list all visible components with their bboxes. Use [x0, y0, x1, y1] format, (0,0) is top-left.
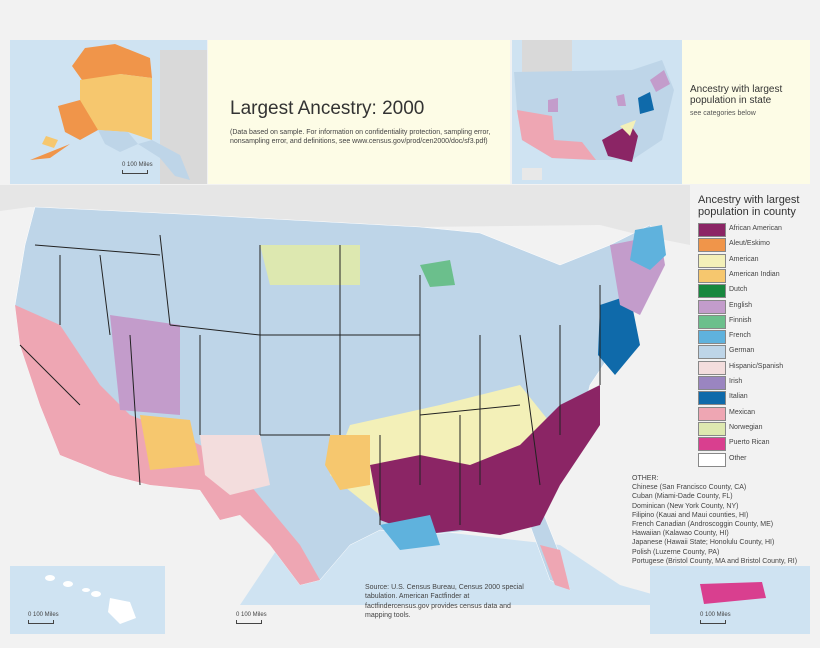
legend-label: Norwegian	[729, 423, 763, 431]
state-level-map	[512, 40, 682, 184]
alaska-german-panhandle	[138, 140, 190, 180]
legend-label: German	[729, 347, 755, 355]
legend-item: Irish	[698, 376, 813, 390]
legend-label: American	[729, 255, 759, 263]
legend-swatch	[698, 330, 726, 345]
legend-title: Ancestry with largest population in coun…	[698, 194, 800, 218]
alaska-scale: 0 100 Miles	[122, 162, 153, 174]
legend-swatch	[698, 376, 726, 390]
legend-swatch	[698, 421, 726, 436]
legend-label: Italian	[729, 393, 748, 401]
state-borders	[19, 234, 601, 525]
state-inset-title: Ancestry with largest population in stat…	[690, 84, 783, 106]
legend-swatch	[698, 299, 726, 314]
other-line: Dominican (New York County, NY)	[632, 502, 739, 510]
alaska-aleut-southwest	[58, 100, 98, 140]
canada-landmass	[0, 185, 690, 245]
state-inset-panel: Ancestry with largest population in stat…	[512, 40, 810, 184]
legend-swatch	[698, 452, 726, 467]
italian-northeast	[598, 295, 640, 375]
other-line: Japanese (Hawaii State; Honolulu County,…	[632, 539, 775, 547]
legend-label: Hispanic/Spanish	[729, 362, 784, 370]
legend-item: Other	[698, 452, 813, 467]
legend-swatch	[698, 406, 726, 421]
puerto-rico-map	[700, 582, 766, 604]
puerto-rico-scale: 0 100 Miles	[700, 612, 731, 624]
legend-label: Irish	[729, 378, 743, 385]
hispanic-newmexico	[200, 435, 270, 495]
legend-label: African American	[729, 225, 782, 232]
french-louisiana	[380, 515, 440, 550]
other-line: Cuban (Miami-Dade County, FL)	[632, 493, 733, 501]
legend-label: French	[729, 332, 751, 340]
county-ancestry-map	[0, 185, 690, 605]
legend-item: English	[698, 299, 813, 314]
american-indian-southwest	[140, 415, 200, 470]
legend-item: Norwegian	[698, 421, 813, 436]
hawaii-inset: 0 100 Miles	[10, 566, 165, 634]
hawaii-scale: 0 100 Miles	[28, 612, 59, 624]
legend-item: German	[698, 345, 813, 360]
title-panel: Largest Ancestry: 2000 (Data based on sa…	[208, 40, 510, 184]
legend-item: Hispanic/Spanish	[698, 360, 813, 375]
legend-swatch	[698, 268, 726, 283]
state-mexican-southwest	[517, 110, 596, 160]
finnish-michigan	[420, 260, 455, 287]
legend-label: Finnish	[729, 316, 752, 324]
legend-item: African American	[698, 223, 813, 237]
french-maine	[630, 225, 666, 270]
legend-swatch	[698, 238, 726, 253]
legend-item: American Indian	[698, 268, 813, 283]
legend-item: American	[698, 253, 813, 268]
other-line: Filipino (Kauai and Maui counties, HI)	[632, 511, 749, 519]
american-indian-oklahoma	[325, 435, 370, 490]
other-line: Chinese (San Francisco County, CA)	[632, 484, 747, 492]
alaska-aleut-region	[72, 44, 152, 84]
legend-label: Puerto Rican	[729, 439, 770, 447]
legend-swatch	[698, 345, 726, 360]
legend-item: Aleut/Eskimo	[698, 238, 813, 253]
african-american-south	[370, 385, 600, 535]
main-scale: 0 100 Miles	[236, 612, 267, 624]
legend-swatch	[698, 253, 726, 268]
legend-swatch	[698, 360, 726, 375]
legend-item: Italian	[698, 391, 813, 406]
map-title: Largest Ancestry: 2000	[230, 98, 425, 119]
legend-label: Dutch	[729, 286, 748, 294]
other-line: Polish (Luzerne County, PA)	[632, 548, 720, 556]
other-line: Hawaiian (Kalawao County, HI)	[632, 530, 729, 538]
puerto-rico-inset: 0 100 Miles	[650, 566, 810, 634]
other-line: French Canadian (Androscoggin County, ME…	[632, 521, 774, 529]
english-utah	[110, 315, 180, 415]
legend-swatch	[698, 391, 726, 406]
alaska-map	[30, 44, 207, 184]
state-inset-subtitle: see categories below	[690, 110, 756, 117]
other-line: Portugese (Bristol County, MA and Bristo…	[632, 557, 798, 565]
legend-item: Puerto Rican	[698, 437, 813, 452]
alaska-american-indian-region	[80, 74, 152, 140]
gulf-water	[240, 525, 690, 605]
data-note: (Data based on sample. For information o…	[230, 129, 491, 145]
legend-item: French	[698, 330, 813, 345]
cuban-florida	[540, 545, 570, 590]
legend-swatch	[698, 223, 726, 237]
legend-swatch	[698, 284, 726, 299]
legend-label: Other	[729, 454, 747, 462]
legend-item: Mexican	[698, 406, 813, 421]
source-note: Source: U.S. Census Bureau, Census 2000 …	[365, 584, 524, 619]
legend-item: Finnish	[698, 314, 813, 329]
legend-label: American Indian	[729, 270, 780, 278]
norwegian-dakotas	[260, 245, 360, 285]
legend-label: Mexican	[729, 408, 756, 416]
alaska-inset: 0 100 Miles	[10, 40, 207, 184]
other-ancestries: OTHER: Chinese (San Francisco County, CA…	[632, 474, 810, 566]
legend-swatch	[698, 314, 726, 329]
other-heading: OTHER:	[632, 475, 659, 482]
hawaii-map	[45, 575, 136, 624]
legend-label: Aleut/Eskimo	[729, 240, 770, 248]
legend-label: English	[729, 301, 752, 309]
legend-item: Dutch	[698, 284, 813, 299]
legend-swatch	[698, 437, 726, 452]
